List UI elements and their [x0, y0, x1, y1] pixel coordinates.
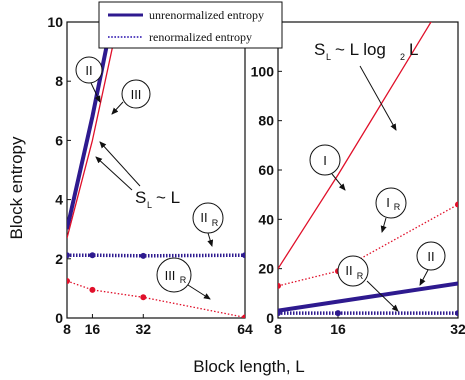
annotation-I: I [309, 144, 341, 176]
scaling-label-left: S L ~ L [135, 188, 180, 210]
right-ytick-label: 40 [258, 211, 274, 227]
left-point-iii-r [242, 314, 245, 318]
right-axis-ticks: 8 16 32 0 20 40 60 80 100 [251, 63, 465, 337]
annotation-IIIR-left: III R [156, 257, 192, 293]
left-xtick-label: 64 [237, 321, 253, 337]
svg-text:S: S [135, 188, 146, 207]
left-xtick-label: 16 [85, 321, 101, 337]
right-xtick-label: 8 [274, 321, 282, 337]
annotation-IIR-left: II R [192, 202, 224, 234]
right-ytick-label: 20 [258, 261, 274, 277]
annotation-II-right-arrow [419, 269, 429, 286]
left-series-iii-r [67, 280, 245, 318]
annotation-IIR-right-arrow [366, 280, 399, 312]
legend: unrenormalized entropy renormalized entr… [98, 1, 283, 49]
right-series-ii [278, 281, 458, 313]
right-series-i [278, 22, 432, 270]
left-point-ii-r [242, 252, 245, 259]
svg-text:III: III [131, 87, 142, 102]
left-point-iii-r [89, 286, 96, 293]
x-axis-label: Block length, L [193, 357, 305, 376]
svg-text:2: 2 [400, 52, 405, 62]
svg-text:II: II [200, 210, 207, 225]
right-xtick-label: 32 [450, 321, 465, 337]
annotation-II: II [75, 56, 103, 84]
svg-text:R: R [180, 275, 187, 285]
svg-text:II: II [345, 263, 352, 278]
right-ytick-label: 0 [266, 310, 274, 326]
left-point-iii-r [140, 294, 147, 301]
right-ytick-label: 80 [258, 113, 274, 129]
right-point-ii-r [455, 310, 458, 317]
left-axis-ticks: 8 16 32 64 0 2 4 6 8 10 [47, 14, 253, 337]
left-point-ii-r [140, 252, 147, 259]
svg-text:~ L: ~ L [156, 188, 180, 207]
left-point-ii-r [89, 252, 96, 259]
scaling-left-arrow-1 [99, 141, 141, 187]
annotation-III: III [121, 79, 151, 109]
left-ytick-label: 8 [55, 73, 63, 89]
svg-text:II: II [427, 249, 434, 264]
scaling-left-arrow-2 [95, 156, 133, 191]
annotation-IIR-right: II R [337, 255, 369, 287]
left-series-ii-r [67, 253, 245, 258]
left-xtick-label: 32 [135, 321, 151, 337]
right-point-i-r [278, 282, 281, 289]
svg-text:R: R [357, 271, 364, 281]
legend-box [98, 1, 283, 49]
left-ytick-label: 4 [55, 192, 63, 208]
legend-dotted-label: renormalized entropy [149, 30, 252, 44]
annotation-II-arrow [90, 82, 101, 103]
right-point-ii-r [278, 310, 281, 317]
left-point-ii-r [67, 252, 70, 259]
left-ytick-label: 0 [55, 310, 63, 326]
left-xtick-label: 8 [63, 321, 71, 337]
right-ytick-label: 100 [251, 63, 275, 79]
annotation-III-arrow [111, 101, 124, 115]
svg-text:I: I [323, 153, 327, 168]
right-point-i-r [455, 201, 458, 208]
svg-text:I: I [386, 195, 390, 210]
scaling-label-right: S L ~ L log 2 L [314, 40, 418, 62]
annotation-IR: I R [375, 187, 407, 219]
right-panel-series [278, 22, 458, 317]
svg-text:R: R [394, 202, 401, 212]
left-series-iii [67, 22, 119, 239]
left-ytick-label: 10 [47, 14, 63, 30]
left-series-ii [67, 22, 114, 230]
svg-text:R: R [212, 218, 219, 228]
annotation-IR-arrow [380, 217, 387, 233]
annotation-IIR-left-arrow [207, 232, 214, 247]
svg-text:III: III [165, 268, 176, 283]
scaling-right-arrow [359, 65, 397, 131]
svg-text:S: S [314, 40, 325, 59]
svg-text:L: L [147, 200, 152, 210]
legend-solid-label: unrenormalized entropy [149, 8, 264, 22]
annotation-IIIR-left-arrow [187, 284, 211, 300]
svg-text:L: L [409, 40, 418, 59]
annotation-I-arrow [331, 173, 346, 191]
y-axis-label: Block entropy [7, 136, 26, 239]
svg-text:II: II [85, 63, 92, 78]
left-panel-series [67, 22, 245, 318]
left-point-iii-r [67, 278, 70, 284]
svg-text:L: L [326, 52, 331, 62]
right-ytick-label: 60 [258, 162, 274, 178]
annotation-II-right: II [416, 241, 446, 271]
left-ytick-label: 6 [55, 132, 63, 148]
right-point-ii-r [335, 310, 341, 317]
right-xtick-label: 16 [330, 321, 346, 337]
svg-text:~ L log: ~ L log [335, 40, 386, 59]
left-ytick-label: 2 [55, 251, 63, 267]
